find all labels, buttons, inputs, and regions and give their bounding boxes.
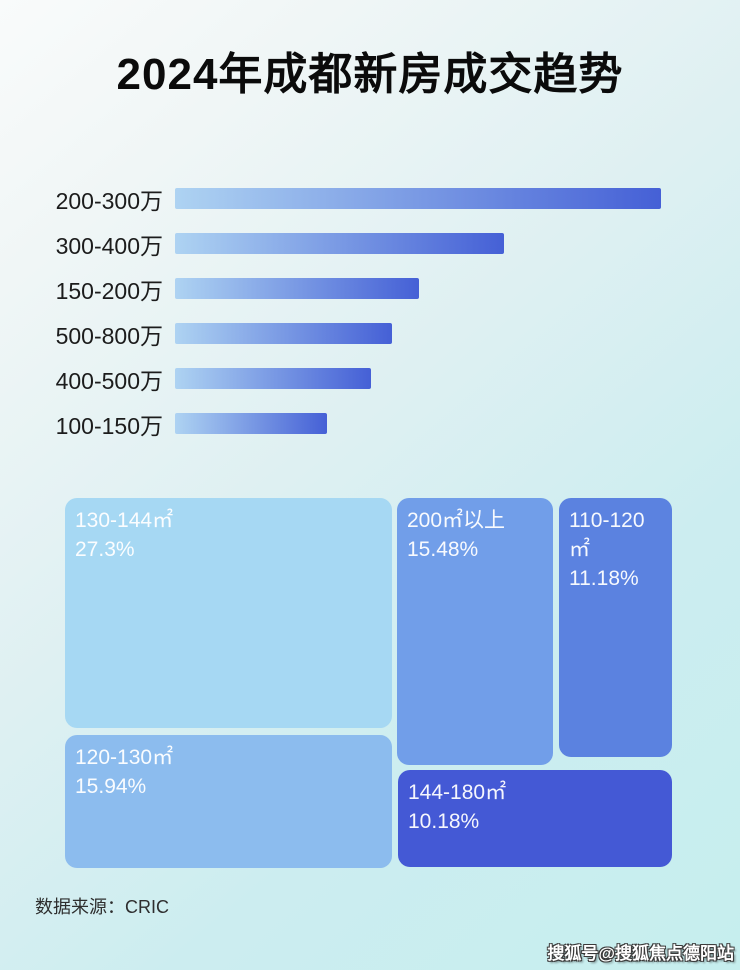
bar-fill [175, 323, 392, 344]
treemap-block-label: 200㎡以上 [407, 509, 506, 532]
treemap-block: 110-120㎡ 11.18% [559, 498, 672, 757]
bar-category-label: 200-300万 [55, 187, 163, 214]
treemap-block-label: 144-180㎡ [408, 781, 507, 804]
treemap-block-percentage: 15.48% [407, 538, 479, 561]
bar-category-label: 100-150万 [55, 412, 163, 439]
treemap-block-percentage: 11.18% [569, 567, 639, 590]
watermark: 搜狐号@搜狐焦点德阳站 [547, 944, 734, 963]
bar-fill [175, 188, 661, 209]
bar-fill [175, 413, 327, 434]
treemap-block-label: 110-120㎡ [569, 509, 645, 561]
source-note: 数据来源：CRIC [35, 897, 169, 917]
treemap-block: 120-130㎡ 15.94% [65, 735, 392, 868]
page-title: 2024年成都新房成交趋势 [116, 50, 624, 99]
treemap-block-label: 130-144㎡ [75, 509, 174, 532]
treemap-block: 130-144㎡ 27.3% [65, 498, 392, 728]
treemap-block-percentage: 27.3% [75, 538, 135, 561]
bar-fill [175, 233, 504, 254]
treemap-block-label: 120-130㎡ [75, 746, 174, 769]
bar-row: 500-800万 [20, 311, 720, 356]
bar-category-label: 400-500万 [55, 367, 163, 394]
bar-category-label: 300-400万 [55, 232, 163, 259]
bar-fill [175, 278, 419, 299]
bar-fill [175, 368, 371, 389]
bar-category-label: 500-800万 [55, 322, 163, 349]
bar-category-label: 150-200万 [55, 277, 163, 304]
bar-row: 400-500万 [20, 356, 720, 401]
bar-row: 300-400万 [20, 221, 720, 266]
treemap-block-percentage: 10.18% [408, 810, 480, 833]
bar-row: 150-200万 [20, 266, 720, 311]
treemap: 130-144㎡ 27.3% 200㎡以上 15.48% 110-120㎡ 11.18% 1… [65, 495, 672, 872]
bar-row: 200-300万 [20, 176, 720, 221]
treemap-block: 200㎡以上 15.48% [397, 498, 553, 765]
treemap-block: 144-180㎡ 10.18% [398, 770, 672, 867]
bar-row: 100-150万 [20, 401, 720, 446]
bar-chart: 200-300万 300-400万 150-200万 500-800万 400-500万… [20, 176, 720, 446]
treemap-block-percentage: 15.94% [75, 775, 147, 798]
